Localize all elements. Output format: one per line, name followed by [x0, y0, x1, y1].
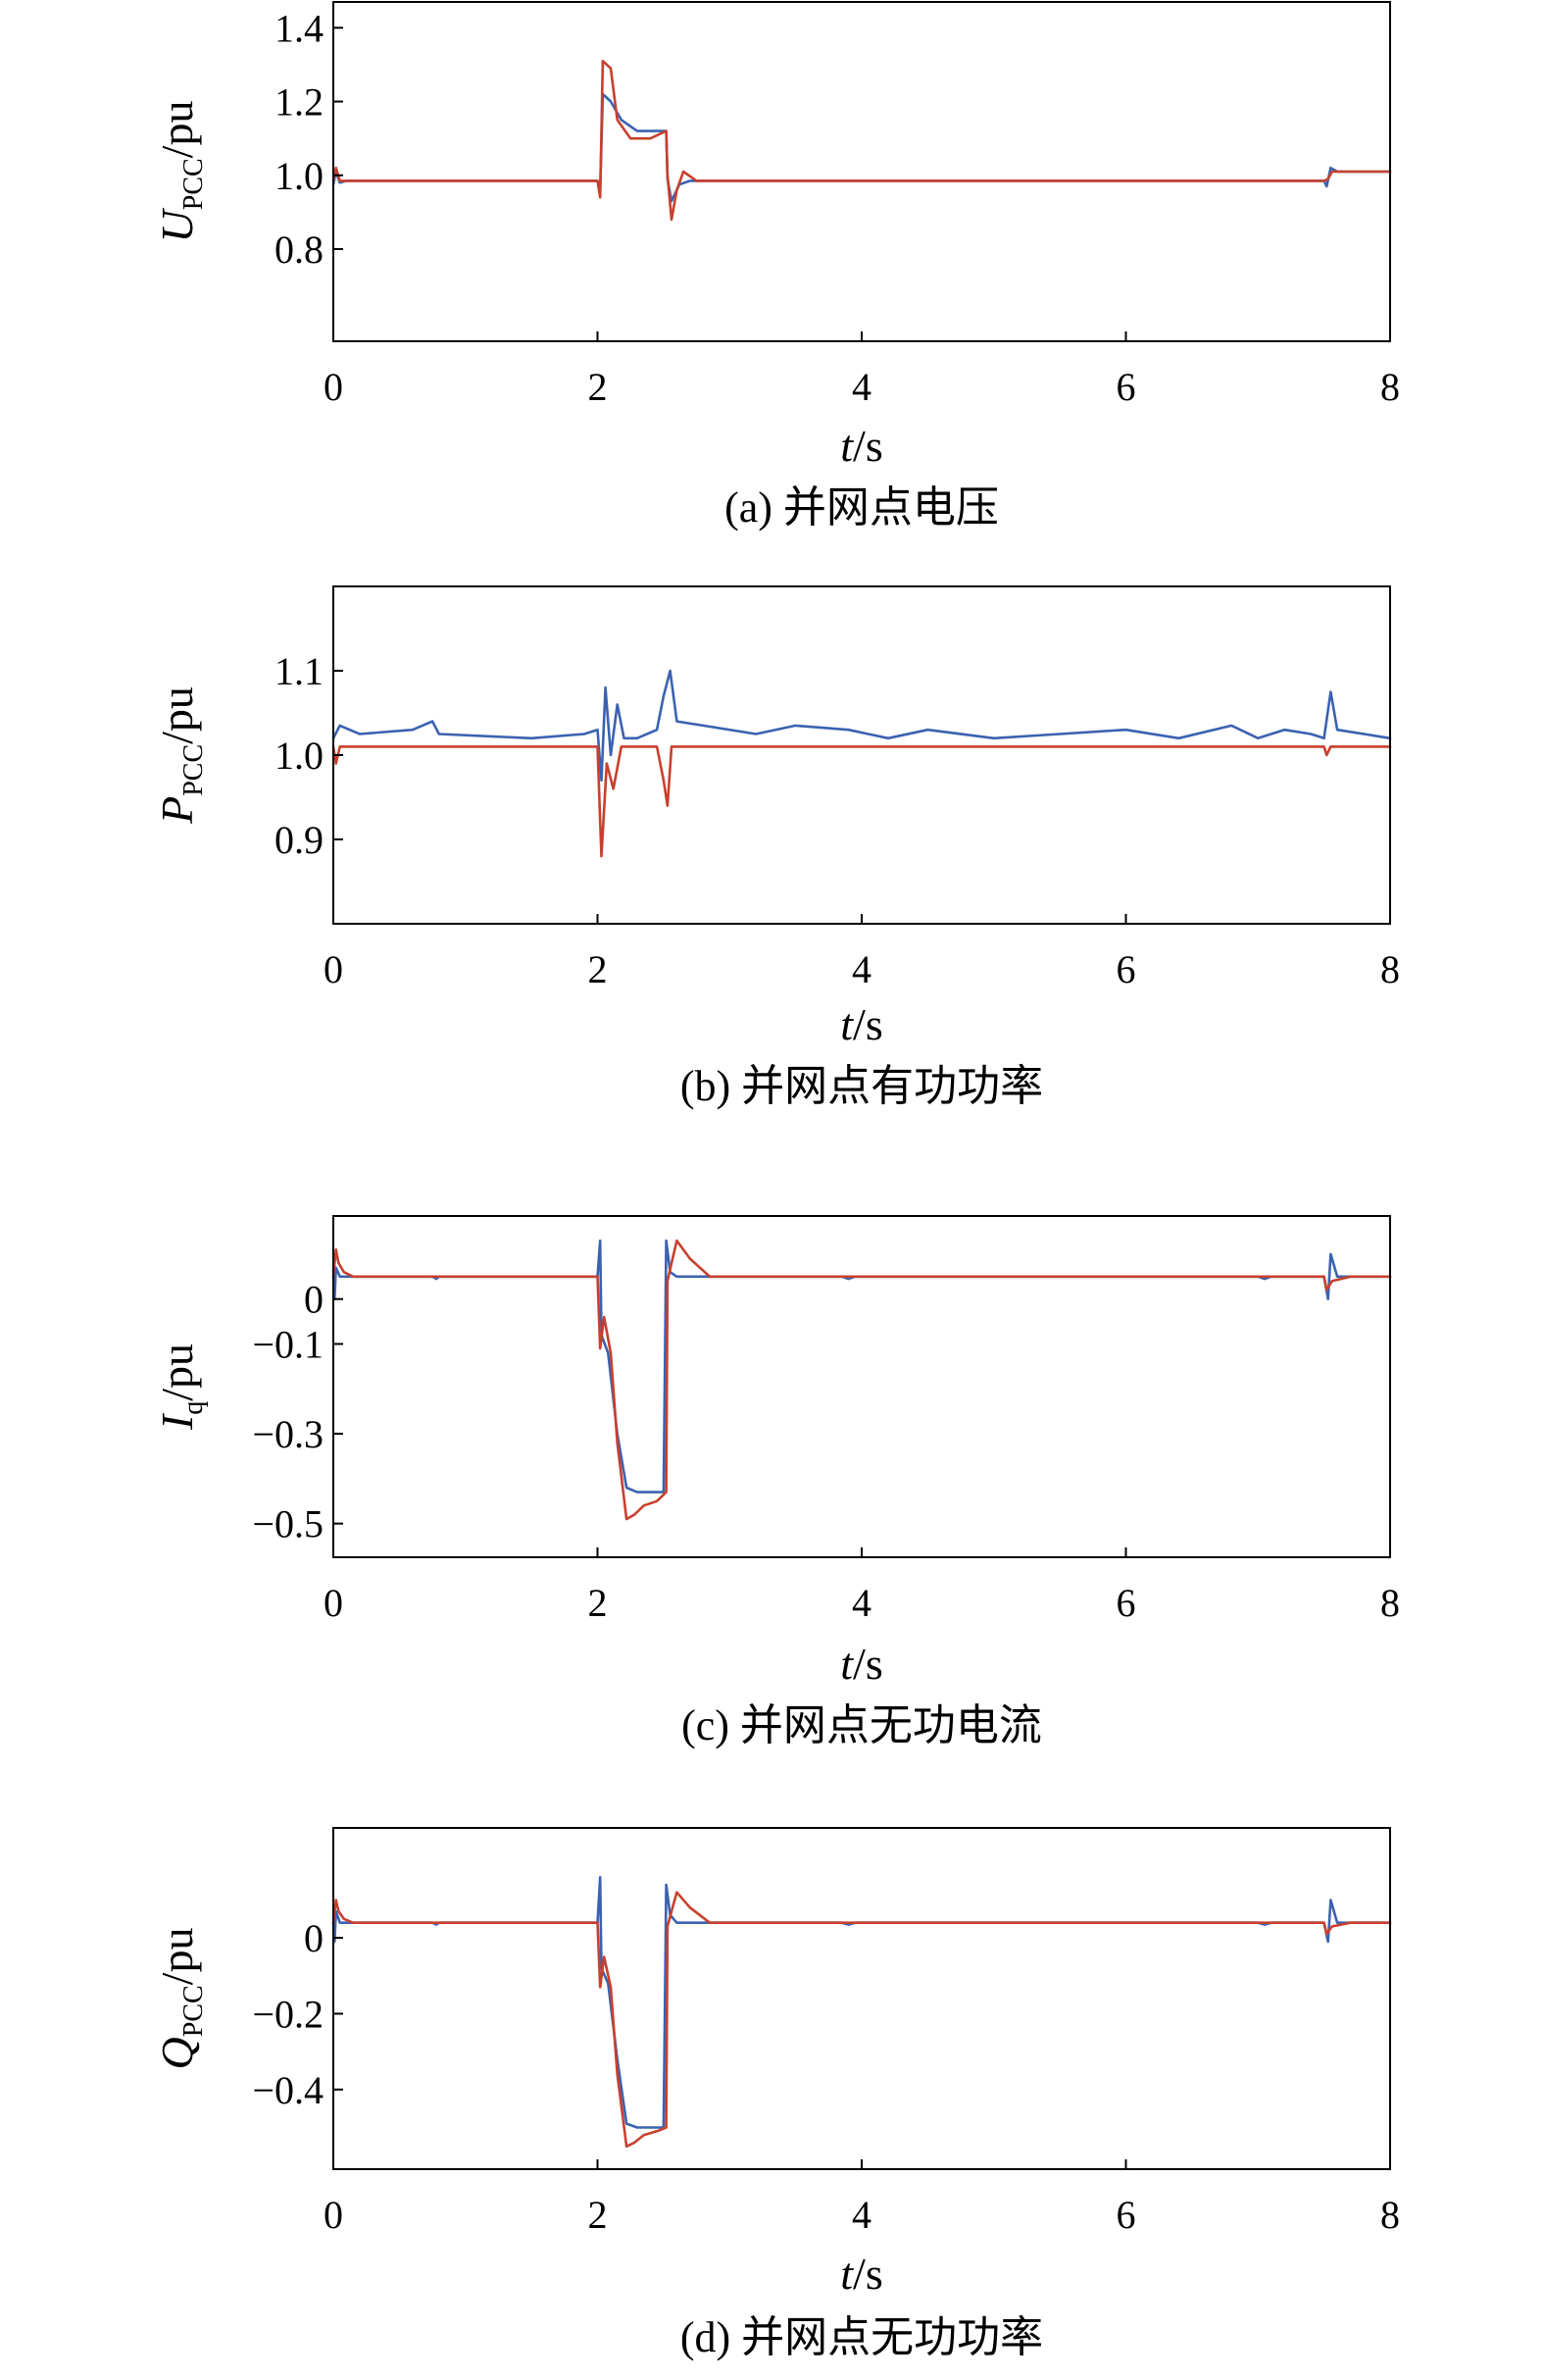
- y-axis-subscript: q: [178, 1401, 209, 1415]
- panel-caption: (a) 并网点电压: [724, 483, 999, 532]
- x-tick-label: 6: [1117, 1581, 1136, 1625]
- panel-caption: (c) 并网点无功电流: [681, 1701, 1042, 1749]
- x-tick-label: 8: [1380, 2193, 1400, 2237]
- y-tick-label: 0: [304, 1278, 324, 1322]
- x-tick-label: 2: [588, 1581, 608, 1625]
- y-tick-label: 1.4: [274, 6, 324, 50]
- y-axis-unit: /pu: [152, 1343, 202, 1401]
- x-tick-label: 2: [588, 947, 608, 991]
- x-axis-symbol: t: [840, 999, 854, 1049]
- series-line-blue: [331, 669, 1392, 783]
- x-tick-label: 6: [1117, 2193, 1136, 2237]
- y-axis-subscript: PCC: [178, 744, 209, 796]
- y-tick-label: 0.9: [274, 818, 324, 862]
- x-axis-unit: /s: [853, 999, 883, 1049]
- x-axis-label: t/s: [840, 421, 882, 471]
- plot-frame: [332, 585, 1391, 925]
- x-tick-label: 8: [1380, 947, 1400, 991]
- x-tick-label: 6: [1117, 365, 1136, 409]
- y-axis-unit: /pu: [152, 101, 202, 159]
- x-tick-label: 4: [852, 1581, 872, 1625]
- y-axis-subscript: PCC: [178, 1985, 209, 2037]
- y-axis-unit: /pu: [152, 1928, 202, 1986]
- panel-d: 0 2 4 6 8 0 −0.2 −0.4 QPCC/pu t/s (d) 并网点无功功率: [152, 1827, 1400, 2361]
- y-tick-label: −0.2: [252, 1992, 324, 2036]
- x-tick-label: 8: [1380, 1581, 1400, 1625]
- series-line-red: [331, 59, 1392, 222]
- y-tick-label: 1.2: [274, 80, 324, 125]
- x-tick-label: 0: [324, 947, 343, 991]
- x-tick-label: 4: [852, 365, 872, 409]
- panel-caption: (b) 并网点有功功率: [680, 1062, 1043, 1110]
- x-tick-label: 4: [852, 947, 872, 991]
- series-line-red: [331, 745, 1392, 858]
- y-axis-label: Iq/pu: [152, 1343, 209, 1431]
- y-tick-label: −0.4: [252, 2068, 324, 2112]
- y-tick-label: −0.5: [252, 1502, 324, 1546]
- x-axis-unit: /s: [853, 2249, 883, 2299]
- series-line-blue: [331, 1239, 1392, 1494]
- panel-b: 0 2 4 6 8 0.9 1.0 1.1 PPCC/pu t/s (b) 并网点有功功率: [152, 585, 1400, 1110]
- panel-caption: (d) 并网点无功功率: [680, 2313, 1043, 2361]
- x-axis-symbol: t: [840, 2249, 854, 2299]
- series-line-red: [331, 1891, 1392, 2149]
- y-axis-symbol: U: [152, 207, 202, 242]
- y-tick-label: 1.0: [274, 154, 324, 198]
- y-axis-symbol: P: [152, 796, 202, 825]
- plot-frame: [332, 1827, 1391, 2170]
- y-axis-label: PPCC/pu: [152, 686, 209, 825]
- panel-a: 0 2 4 6 8 0.8 1.0 1.2 1.4 UPCC/pu t/s (a) 并网点电压: [152, 1, 1400, 532]
- x-axis-label: t/s: [840, 1639, 882, 1689]
- y-axis-label: UPCC/pu: [152, 101, 209, 243]
- y-tick-label: −0.1: [252, 1323, 324, 1367]
- y-tick-label: −0.3: [252, 1412, 324, 1456]
- y-tick-label: 1.1: [274, 649, 324, 693]
- x-axis-label: t/s: [840, 999, 882, 1049]
- x-tick-label: 6: [1117, 947, 1136, 991]
- x-tick-label: 0: [324, 2193, 343, 2237]
- x-axis-unit: /s: [853, 421, 883, 471]
- plot-frame: [332, 1, 1391, 342]
- x-axis-label: t/s: [840, 2249, 882, 2299]
- y-axis-unit: /pu: [152, 686, 202, 744]
- x-axis-symbol: t: [840, 421, 854, 471]
- y-tick-label: 0: [304, 1916, 324, 1960]
- x-tick-label: 0: [324, 365, 343, 409]
- series-line-blue: [331, 92, 1392, 203]
- y-axis-subscript: PCC: [178, 158, 209, 210]
- x-tick-label: 2: [588, 365, 608, 409]
- panel-c: 0 2 4 6 80−0.1−0.3−0.5Iq/put/s(c) 并网点无功电流: [152, 1215, 1400, 1749]
- plot-frame: [332, 1215, 1391, 1558]
- y-axis-symbol: I: [152, 1412, 202, 1431]
- series-line-blue: [331, 1876, 1392, 2129]
- y-tick-label: 0.8: [274, 228, 324, 272]
- x-axis-symbol: t: [840, 1639, 854, 1689]
- x-tick-label: 8: [1380, 365, 1400, 409]
- series-line-red: [331, 1239, 1392, 1521]
- y-tick-label: 1.0: [274, 734, 324, 778]
- x-tick-label: 0: [324, 1581, 343, 1625]
- x-tick-label: 4: [852, 2193, 872, 2237]
- y-axis-label: QPCC/pu: [152, 1928, 209, 2070]
- y-axis-symbol: Q: [152, 2037, 202, 2069]
- x-tick-label: 2: [588, 2193, 608, 2237]
- x-axis-unit: /s: [853, 1639, 883, 1689]
